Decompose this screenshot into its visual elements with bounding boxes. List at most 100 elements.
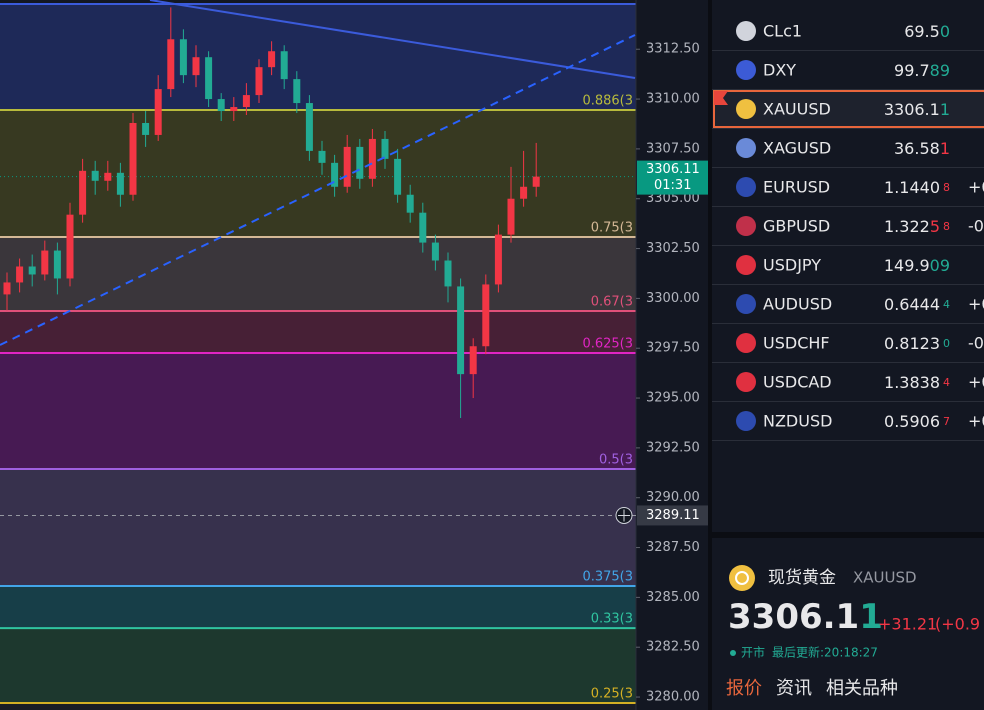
y-tick-label: 3280.00 — [646, 690, 700, 705]
fib-band — [0, 310, 636, 354]
tabs: 报价 资讯 相关品种 — [726, 678, 898, 699]
symbol: XAGUSD — [763, 139, 831, 158]
symbol-icon — [736, 99, 756, 119]
symbol-icon — [736, 138, 756, 158]
fib-label: 0.33(3 — [591, 612, 633, 627]
row-flag — [714, 91, 728, 105]
symbol: NZDUSD — [763, 412, 832, 431]
change: +0 — [968, 178, 984, 197]
watchlist-row[interactable]: USDJPY 149.909 — [712, 255, 984, 285]
tab[interactable]: 相关品种 — [826, 678, 898, 699]
detail-change-pct: (+0.9 — [935, 615, 980, 634]
price: 149.909 — [884, 256, 950, 275]
candle-body — [381, 138, 389, 159]
price: 1.1440 8 — [884, 178, 950, 197]
candle-body — [356, 146, 364, 179]
watchlist-row[interactable]: CLc1 69.50 — [712, 21, 984, 51]
change: +0 — [968, 412, 984, 431]
y-tick-label: 3285.00 — [646, 590, 700, 605]
candle-body — [368, 138, 376, 179]
y-tick-label: 3300.00 — [646, 291, 700, 306]
candle-body — [66, 214, 74, 279]
price: 1.3838 4 — [884, 373, 950, 392]
price: 0.6444 4 — [884, 295, 950, 314]
price-sub: 4 — [943, 376, 950, 389]
candle-body — [268, 51, 276, 68]
candle-body — [192, 57, 200, 76]
watchlist-row[interactable]: USDCHF 0.8123 0 -0 — [712, 333, 984, 363]
change: +0 — [968, 295, 984, 314]
row-selected — [713, 90, 984, 128]
candle-body — [28, 266, 36, 275]
symbol-icon — [736, 411, 756, 431]
fib-label: 0.886(3 — [582, 94, 633, 109]
countdown: 01:31 — [654, 178, 691, 193]
watchlist-row[interactable]: DXY 99.789 — [712, 60, 984, 90]
watchlist-row[interactable]: GBPUSD 1.3225 8 -0 — [712, 216, 984, 246]
watchlist-row[interactable]: XAUUSD 3306.11 — [712, 90, 984, 129]
price-main: 0.5906 — [884, 412, 940, 431]
price-sub: 8 — [943, 220, 950, 233]
price-main: 3306.1 — [728, 597, 859, 637]
symbol: EURUSD — [763, 178, 830, 197]
price-tail: 1 — [940, 100, 950, 119]
watchlist: CLc1 69.50 DXY 99.789 XAUUSD 3306.11 XAGUSD 36.… — [712, 21, 984, 441]
symbol: DXY — [763, 61, 796, 80]
candles — [3, 7, 540, 418]
price-main: 1.1440 — [884, 178, 940, 197]
price-axis — [636, 0, 708, 710]
change: +0 — [968, 373, 984, 392]
price-tail: 09 — [930, 256, 950, 275]
trend-line-dashed — [0, 34, 636, 346]
tab[interactable]: 资讯 — [776, 678, 812, 699]
fib-label: 0.375(3 — [582, 570, 633, 585]
fib-band — [0, 586, 636, 629]
candle-body — [142, 122, 150, 135]
candle-body — [116, 172, 124, 195]
tab[interactable]: 报价 — [726, 678, 762, 699]
price: 69.50 — [904, 22, 950, 41]
y-tick-label: 3305.00 — [646, 191, 700, 206]
symbol: USDCAD — [763, 373, 832, 392]
symbol: XAUUSD — [763, 100, 831, 119]
price: 1.3225 8 — [884, 217, 950, 236]
price-main: 1.3838 — [884, 373, 940, 392]
chart: 0.886(3 0.75(3 0.67(3 0.625(3 0.5(3 0.375(3 0.… — [0, 0, 712, 710]
y-tick-label: 3290.00 — [646, 490, 700, 505]
status-dot — [730, 650, 736, 656]
change: -0 — [968, 334, 984, 353]
price-tail: 89 — [930, 61, 950, 80]
fib-band — [0, 469, 636, 587]
candle-body — [242, 95, 250, 108]
trend-line — [149, 0, 636, 79]
status: 开市 — [741, 645, 765, 660]
y-tick-label: 3292.50 — [646, 440, 700, 455]
detail-change: +31.21 — [878, 615, 937, 634]
price: 99.789 — [894, 61, 950, 80]
price: 3306.11 — [884, 100, 950, 119]
y-tick-label: 3302.50 — [646, 241, 700, 256]
price-sub: 0 — [943, 337, 950, 350]
candle-body — [3, 282, 11, 295]
fib-band — [0, 236, 636, 311]
price: 0.5906 7 — [884, 412, 950, 431]
candle-body — [129, 122, 137, 195]
symbol-icon — [736, 60, 756, 80]
watchlist-row[interactable]: XAGUSD 36.581 — [712, 138, 984, 168]
fib-label: 0.5(3 — [599, 453, 633, 468]
fib-label: 0.67(3 — [591, 294, 633, 309]
price-main: 69.5 — [904, 22, 940, 41]
symbol: USDJPY — [763, 256, 821, 275]
y-tick-label: 3297.50 — [646, 341, 700, 356]
symbol-icon — [736, 177, 756, 197]
y-tick-label: 3310.00 — [646, 92, 700, 107]
candle-body — [494, 234, 502, 285]
current-price-tag — [637, 160, 708, 195]
y-tick-label: 3287.50 — [646, 540, 700, 555]
